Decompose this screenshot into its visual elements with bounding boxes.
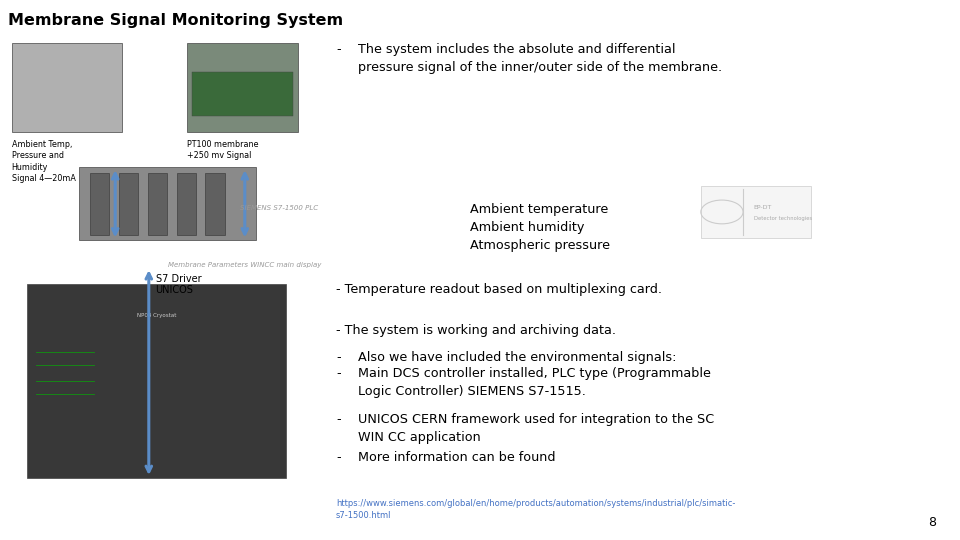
Text: - The system is working and archiving data.: - The system is working and archiving da… — [336, 324, 616, 337]
Text: PT100 membrane
+250 mv Signal: PT100 membrane +250 mv Signal — [187, 140, 258, 160]
FancyBboxPatch shape — [148, 173, 167, 235]
FancyBboxPatch shape — [701, 186, 811, 238]
Text: 8: 8 — [928, 516, 936, 529]
Text: Membrane Parameters WINCC main display: Membrane Parameters WINCC main display — [168, 262, 322, 268]
Text: -: - — [336, 367, 341, 380]
Text: Ambient temperature
Ambient humidity
Atmospheric pressure: Ambient temperature Ambient humidity Atm… — [470, 202, 611, 252]
Text: https://www.siemens.com/global/en/home/products/automation/systems/industrial/pl: https://www.siemens.com/global/en/home/p… — [336, 500, 735, 519]
FancyBboxPatch shape — [90, 173, 109, 235]
FancyBboxPatch shape — [27, 284, 286, 478]
FancyBboxPatch shape — [192, 71, 293, 116]
Text: -: - — [336, 451, 341, 464]
Text: More information can be found: More information can be found — [358, 451, 556, 464]
FancyBboxPatch shape — [205, 173, 225, 235]
Text: UNICOS CERN framework used for integration to the SC
WIN CC application: UNICOS CERN framework used for integrati… — [358, 413, 714, 443]
FancyBboxPatch shape — [79, 167, 256, 240]
Text: NP04 Cryostat: NP04 Cryostat — [136, 313, 177, 318]
Text: Membrane Signal Monitoring System: Membrane Signal Monitoring System — [8, 14, 343, 29]
Text: EP-DT: EP-DT — [754, 205, 772, 210]
Text: - Temperature readout based on multiplexing card.: - Temperature readout based on multiplex… — [336, 284, 662, 296]
Text: The system includes the absolute and differential
pressure signal of the inner/o: The system includes the absolute and dif… — [358, 43, 722, 73]
FancyBboxPatch shape — [12, 43, 122, 132]
Text: -: - — [336, 351, 341, 364]
Text: -: - — [336, 43, 341, 56]
Text: Main DCS controller installed, PLC type (Programmable
Logic Controller) SIEMENS : Main DCS controller installed, PLC type … — [358, 367, 711, 397]
Text: Also we have included the environmental signals:: Also we have included the environmental … — [358, 351, 677, 364]
FancyBboxPatch shape — [177, 173, 196, 235]
Text: Ambient Temp,
Pressure and
Humidity
Signal 4—​20mA: Ambient Temp, Pressure and Humidity Sign… — [12, 140, 76, 183]
FancyBboxPatch shape — [119, 173, 138, 235]
FancyBboxPatch shape — [187, 43, 298, 132]
Text: SIEMENS S7-1500 PLC: SIEMENS S7-1500 PLC — [240, 205, 318, 211]
Text: -: - — [336, 413, 341, 426]
Text: S7 Driver
UNICOS: S7 Driver UNICOS — [156, 274, 202, 295]
Text: Detector technologies: Detector technologies — [754, 216, 812, 221]
